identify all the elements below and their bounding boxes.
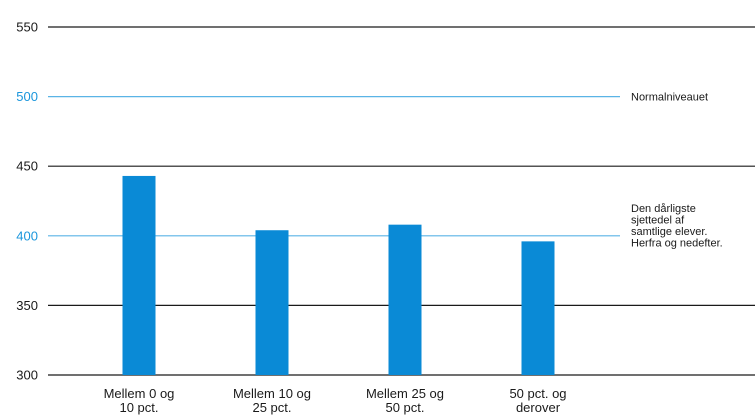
annotation-400: Den dårligste sjettedel af samtlige elever… — [631, 203, 723, 250]
x-tick-label-1: Mellem 0 og 10 pct. — [104, 386, 175, 415]
y-tick-label-500: 500 — [16, 89, 38, 104]
bar-4 — [521, 241, 555, 375]
bar-1 — [122, 175, 156, 375]
x-axis-labels: Mellem 0 og 10 pct. Mellem 10 og 25 pct. Mel… — [104, 386, 567, 415]
y-tick-label-350: 350 — [16, 298, 38, 313]
y-tick-label-550: 550 — [16, 20, 38, 35]
bar-3 — [388, 224, 422, 375]
y-tick-label-400: 400 — [16, 228, 38, 243]
bars — [122, 175, 555, 375]
y-tick-label-450: 450 — [16, 159, 38, 174]
reference-annotations: Normalniveauet Den dårligste sjettedel af s… — [631, 92, 723, 250]
y-axis-ticks: 300 350 400 450 500 550 — [16, 20, 38, 383]
annotation-500: Normalniveauet — [631, 92, 708, 104]
bar-2 — [255, 230, 289, 375]
x-tick-label-4: 50 pct. og derover — [509, 386, 566, 415]
x-tick-label-3: Mellem 25 og 50 pct. — [366, 386, 444, 415]
y-tick-label-300: 300 — [16, 368, 38, 383]
x-tick-label-2: Mellem 10 og 25 pct. — [233, 386, 311, 415]
